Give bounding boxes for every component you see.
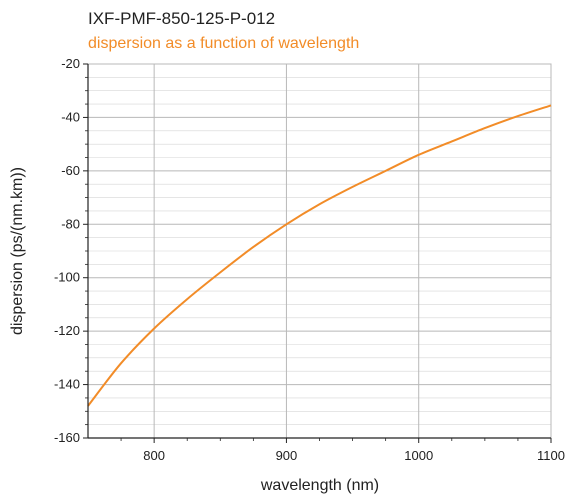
y-tick-label: -100 (54, 270, 80, 285)
series-line (87, 104, 552, 407)
x-tick-label: 1000 (404, 448, 433, 463)
chart-title: IXF-PMF-850-125-P-012 (88, 9, 275, 28)
x-tick-label: 1100 (537, 448, 565, 463)
series-layer (87, 104, 552, 407)
y-tick-label: -160 (54, 430, 80, 445)
y-tick-label: -120 (54, 323, 80, 338)
x-tick-label: 800 (143, 448, 165, 463)
y-tick-label: -80 (61, 216, 80, 231)
chart-subtitle: dispersion as a function of wavelength (88, 35, 359, 52)
y-axis-label: dispersion (ps/(nm.km)) (9, 167, 26, 335)
y-tick-label: -140 (54, 377, 80, 392)
grid (88, 63, 552, 439)
y-tick-label: -40 (61, 109, 80, 124)
y-tick-label: -20 (61, 56, 80, 71)
y-tick-label: -60 (61, 163, 80, 178)
x-axis-label: wavelength (nm) (260, 477, 379, 494)
axis-ticks: -20 -40 -60 -80 -100 -120 -140 -160 800 900 1000 11… (54, 56, 565, 463)
x-tick-label: 900 (276, 448, 298, 463)
